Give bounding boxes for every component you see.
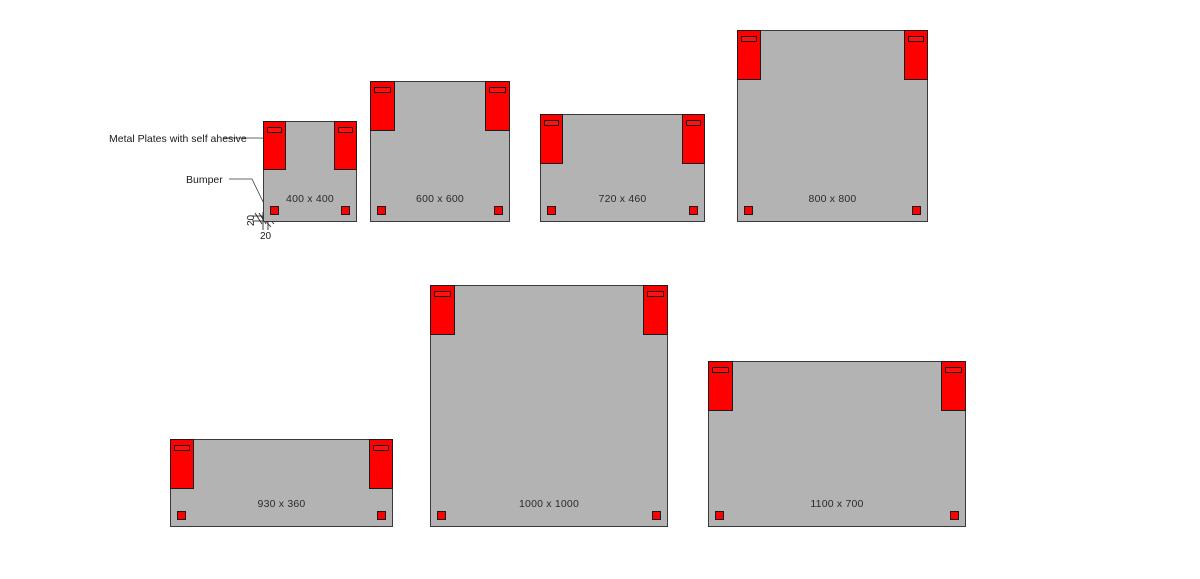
bumper-left[interactable] [437, 511, 446, 520]
plate-slot-icon [174, 445, 190, 451]
bumper-left[interactable] [547, 206, 556, 215]
panel-size-label: 400 x 400 [286, 193, 334, 205]
bumper-right[interactable] [652, 511, 661, 520]
metal-plate-right[interactable] [369, 439, 393, 489]
metal-plate-right[interactable] [334, 121, 357, 170]
panel-600x600[interactable]: 600 x 600 [370, 81, 510, 222]
plate-slot-icon [647, 291, 664, 297]
plate-slot-icon [712, 367, 729, 373]
plate-slot-icon [266, 127, 283, 133]
panel-400x400[interactable]: 400 x 400 [263, 121, 357, 222]
panel-size-label: 930 x 360 [257, 498, 306, 510]
dimension-dim-horizontal: 20 [260, 231, 272, 242]
panel-1100x700[interactable]: 1100 x 700 [708, 361, 966, 527]
dimension-dim-vertical: 20 [246, 214, 257, 226]
panel-size-label: 1000 x 1000 [518, 498, 579, 510]
bumper-right[interactable] [912, 206, 921, 215]
plate-slot-icon [374, 87, 391, 93]
annotation-metal-plates: Metal Plates with self ahesive [109, 133, 247, 145]
panel-size-label: 1100 x 700 [810, 498, 864, 510]
metal-plate-left[interactable] [263, 121, 286, 170]
metal-plate-left[interactable] [540, 114, 563, 164]
panel-800x800[interactable]: 800 x 800 [737, 30, 928, 222]
plate-slot-icon [337, 127, 354, 133]
metal-plate-left[interactable] [708, 361, 733, 411]
metal-plate-right[interactable] [904, 30, 928, 80]
plate-slot-icon [489, 87, 506, 93]
metal-plate-left[interactable] [170, 439, 194, 489]
plate-slot-icon [741, 36, 757, 42]
bumper-right[interactable] [341, 206, 350, 215]
metal-plate-left[interactable] [737, 30, 761, 80]
metal-plate-right[interactable] [485, 81, 510, 131]
plate-slot-icon [685, 120, 702, 126]
plate-slot-icon [543, 120, 560, 126]
plate-slot-icon [434, 291, 451, 297]
panel-720x460[interactable]: 720 x 460 [540, 114, 705, 222]
panel-size-label: 800 x 800 [808, 193, 857, 205]
annotation-bumper: Bumper [186, 174, 223, 186]
panel-size-label: 600 x 600 [416, 193, 464, 205]
bumper-left[interactable] [744, 206, 753, 215]
metal-plate-right[interactable] [643, 285, 668, 335]
bumper-left[interactable] [177, 511, 186, 520]
metal-plate-right[interactable] [682, 114, 705, 164]
metal-plate-right[interactable] [941, 361, 966, 411]
plate-slot-icon [373, 445, 389, 451]
metal-plate-left[interactable] [430, 285, 455, 335]
plate-slot-icon [945, 367, 962, 373]
bumper-left[interactable] [270, 206, 279, 215]
bumper-right[interactable] [494, 206, 503, 215]
plate-slot-icon [908, 36, 924, 42]
bumper-right[interactable] [950, 511, 959, 520]
panel-930x360[interactable]: 930 x 360 [170, 439, 393, 527]
panel-1000x1000[interactable]: 1000 x 1000 [430, 285, 668, 527]
bumper-right[interactable] [689, 206, 698, 215]
metal-plate-left[interactable] [370, 81, 395, 131]
panel-size-label: 720 x 460 [598, 193, 647, 205]
bumper-left[interactable] [715, 511, 724, 520]
bumper-right[interactable] [377, 511, 386, 520]
bumper-left[interactable] [377, 206, 386, 215]
